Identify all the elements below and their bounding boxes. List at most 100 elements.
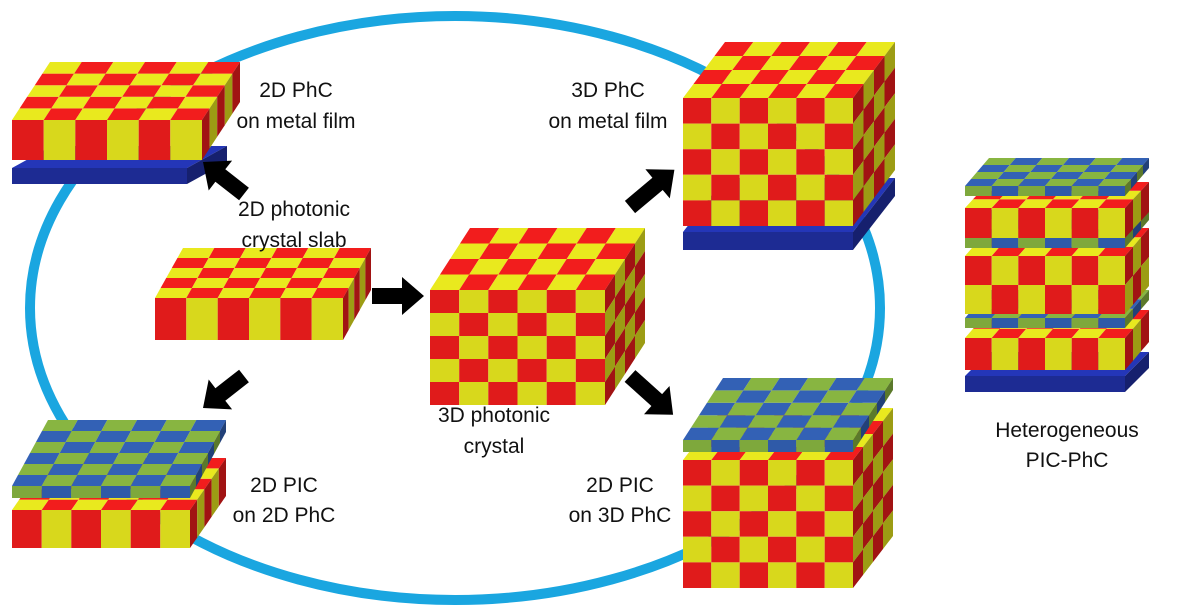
side-cell [1125, 328, 1133, 370]
top-cell [585, 259, 625, 275]
top-cell [768, 427, 805, 440]
front-cell [711, 485, 740, 512]
side-cell [1143, 158, 1149, 175]
arrow-shape [624, 169, 675, 214]
front-cell [965, 256, 992, 285]
side-cell [874, 158, 885, 198]
top-cell [848, 390, 885, 403]
top-cell [771, 42, 810, 56]
front-cell [517, 336, 547, 359]
top-cell [1071, 328, 1107, 338]
label-3d-crystal-line1: 3D photonic [438, 404, 550, 427]
front-cell [824, 485, 853, 512]
top-cell [727, 402, 764, 416]
front-cell [1018, 186, 1045, 196]
front-cell [1045, 238, 1072, 248]
top-cell [146, 96, 186, 109]
top-cell [566, 243, 606, 259]
top-cell [1057, 165, 1090, 172]
side-cell [625, 312, 635, 351]
top-cell [799, 42, 839, 56]
front-cell [459, 313, 489, 336]
top-cell [90, 85, 130, 97]
top-cell [605, 228, 645, 244]
label-hetero-line1: Heterogeneous [995, 419, 1139, 442]
front-cell [739, 562, 768, 588]
top-cell [161, 73, 201, 86]
top-cell [732, 56, 772, 70]
front-cell [739, 485, 768, 512]
front-cell [101, 510, 131, 548]
front-cell [488, 290, 518, 313]
top-cell [1030, 165, 1063, 172]
side-cell [863, 536, 873, 575]
side-cell [883, 408, 893, 447]
front-cell [41, 486, 72, 498]
side-cell [615, 351, 625, 390]
side-cell [625, 335, 635, 374]
front-cell [824, 511, 853, 537]
front-cell [1071, 285, 1099, 314]
side-cell [232, 62, 240, 114]
top-cell [1045, 199, 1080, 208]
top-cell [36, 431, 72, 442]
side-cell [1133, 266, 1141, 305]
front-cell [768, 440, 797, 452]
side-cell [853, 135, 864, 175]
top-cell [66, 73, 106, 86]
top-cell [1098, 328, 1133, 338]
film-front [683, 232, 853, 250]
photonic-crystal-3d [430, 228, 645, 405]
front-cell [683, 536, 712, 563]
label-3d-phc-on-metal-film: 3D PhC on metal film [548, 79, 667, 133]
front-cell [1071, 186, 1099, 196]
side-cell [1125, 308, 1133, 328]
top-cell [190, 420, 226, 431]
side-cell [1125, 275, 1133, 314]
front-cell [824, 200, 853, 226]
side-cell [605, 343, 615, 382]
top-cell [991, 328, 1027, 338]
film-side [1125, 352, 1149, 392]
top-cell [311, 288, 349, 298]
side-cell [853, 472, 863, 512]
front-cell [991, 338, 1019, 370]
front-cell [739, 98, 768, 124]
top-cell [130, 475, 167, 486]
front-cell [130, 486, 161, 498]
film-front [12, 168, 187, 184]
front-cell [12, 486, 42, 498]
top-cell [82, 96, 123, 109]
side-cell [204, 478, 212, 528]
top-cell [160, 420, 197, 431]
structure-2d-phc-on-metal-film [12, 62, 240, 184]
side-cell [863, 70, 874, 110]
front-cell [1045, 318, 1072, 328]
front-cell [796, 562, 825, 588]
front-cell [138, 120, 171, 160]
front-cell [796, 174, 825, 201]
front-cell [768, 485, 797, 512]
top-cell [197, 268, 235, 278]
front-cell [796, 536, 825, 563]
top-cell [768, 84, 807, 98]
side-cell [863, 146, 874, 187]
top-cell [1018, 199, 1053, 208]
front-cell [517, 359, 547, 382]
top-cell [699, 402, 736, 416]
top-cell [43, 108, 83, 120]
front-cell [711, 174, 740, 201]
front-cell [711, 123, 740, 150]
top-cell [203, 258, 241, 268]
arrow-3d-crystal-to-2d-pic-3d [624, 370, 674, 415]
front-cell [991, 208, 1019, 238]
top-cell [1045, 179, 1078, 186]
front-cell [683, 485, 712, 512]
front-cell [768, 511, 797, 537]
front-cell [488, 359, 518, 382]
front-cell [711, 562, 740, 588]
front-cell [796, 485, 825, 512]
front-cell [1071, 238, 1099, 248]
front-cell [155, 298, 187, 340]
top-cell [334, 248, 371, 258]
